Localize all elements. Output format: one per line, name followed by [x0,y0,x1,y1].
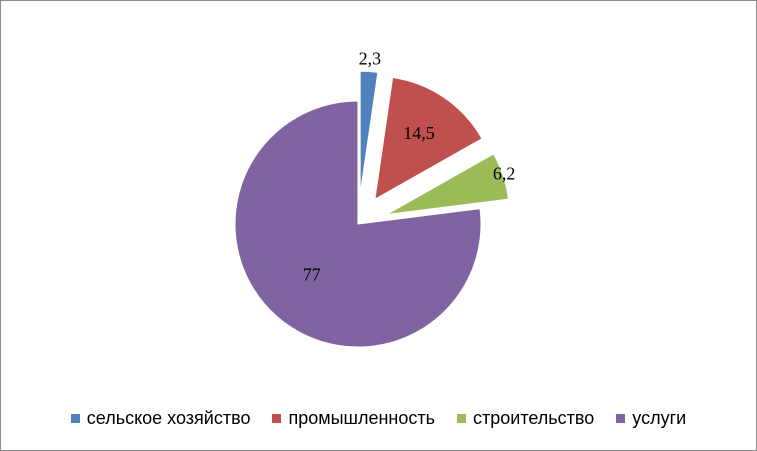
pie-slice-1 [359,70,379,195]
pie-slice-2 [374,76,483,201]
data-label-4: 77 [303,265,321,285]
legend-item-3: строительство [457,408,594,429]
legend-item-2: промышленность [272,408,435,429]
pie-slice-4 [234,100,482,348]
legend-item-1: сельское хозяйство [70,408,251,429]
data-label-3: 6,2 [493,164,516,184]
data-label-1: 2,3 [359,49,382,69]
legend-label: сельское хозяйство [86,408,251,428]
legend-item-4: услуги [616,408,686,429]
legend-label: промышленность [288,408,436,428]
legend-swatch [272,414,282,423]
data-label-2: 14,5 [403,123,435,143]
legend-swatch [616,414,626,423]
legend-label: строительство [473,408,595,428]
legend-label: услуги [632,408,687,428]
legend-swatch [457,414,467,423]
chart-legend: сельское хозяйство промышленность строител… [0,408,757,429]
pie-slice-3 [386,153,510,216]
legend-swatch [70,414,80,423]
